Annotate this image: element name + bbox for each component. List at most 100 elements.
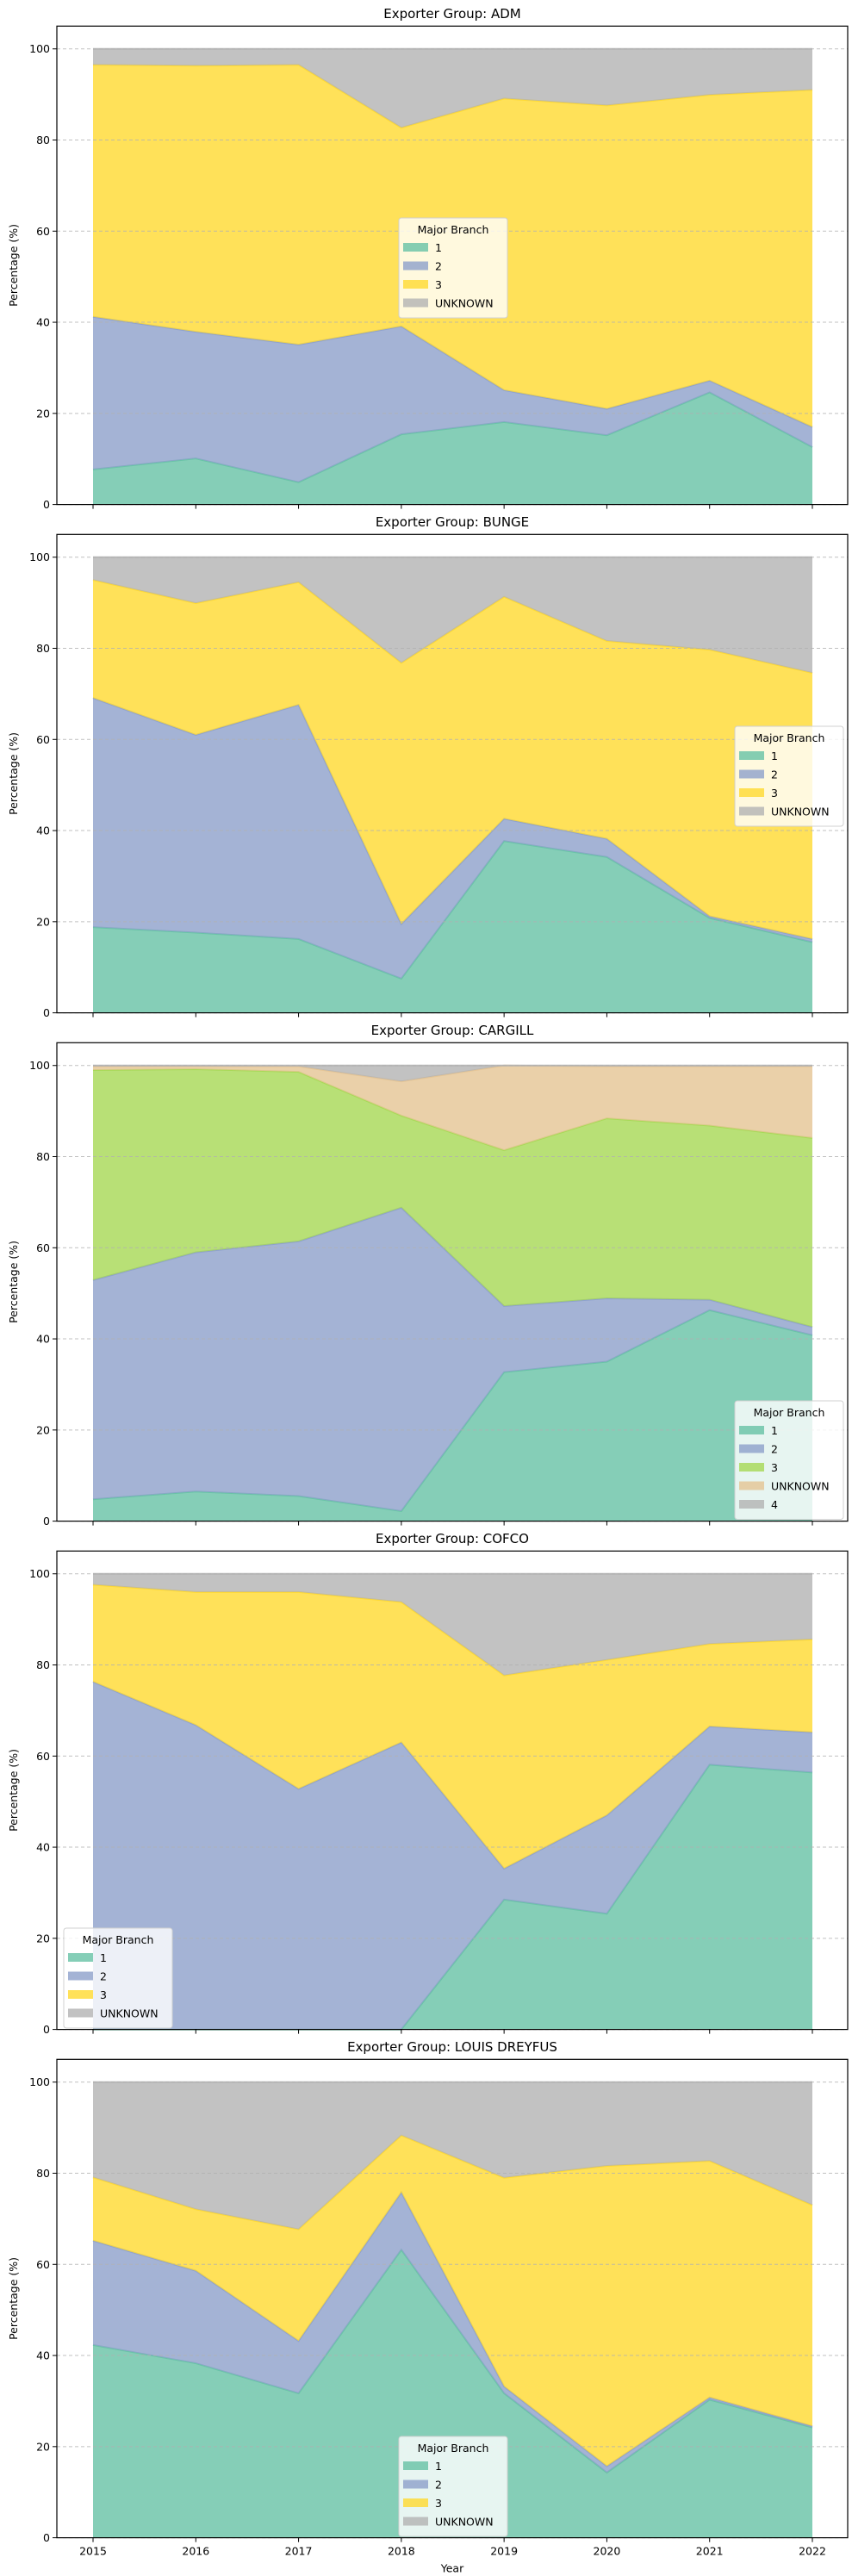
axes-frame [56,2058,849,2539]
legend-label: 2 [771,768,778,781]
y-tick-label: 40 [36,824,50,837]
subplot-adm: Exporter Group: ADM 0 20 40 60 80 100 Percentag… [7,6,849,511]
legend-label: 1 [435,2460,442,2473]
area-series-3 [93,580,812,939]
legend-label: 2 [100,1970,107,1983]
area-series-unknown [93,48,812,128]
x-tick-label: 2020 [594,2545,621,2558]
legend: Major Branch 1 2 3 UNKNOWN [398,217,508,319]
axes-frame [56,1550,849,2031]
area-series-1 [93,2249,812,2538]
x-tick-label: 2019 [490,2545,518,2558]
x-tick-label: 2022 [799,2545,826,2558]
y-tick-label: 100 [29,1567,50,1580]
legend-swatch-2 [739,1444,764,1453]
subplot-bunge: Exporter Group: BUNGE 0 20 40 60 80 100 Percent… [7,514,849,1019]
legend-swatch-unknown [739,806,764,816]
subplot-title: Exporter Group: ADM [383,6,521,22]
axes-frame [56,1042,849,1522]
y-axis-label: Percentage (%) [7,732,20,815]
legend-title: Major Branch [418,223,489,236]
x-tick-label: 2016 [182,2545,209,2558]
area-series-unknown [93,1065,812,1151]
legend-label: UNKNOWN [771,1480,830,1493]
area-series-3 [93,1584,812,1869]
area-series-unknown [93,1573,812,1676]
legend-swatch-unknown [403,2517,428,2526]
legend-swatch-3 [403,280,428,289]
y-tick-label: 0 [43,498,50,511]
legend-swatch-3 [739,1463,764,1472]
area-series-2 [93,1207,812,1511]
legend-label: UNKNOWN [435,2516,494,2529]
x-tick-label: 2017 [285,2545,313,2558]
legend-label: UNKNOWN [100,2007,159,2020]
y-tick-label: 40 [36,1841,50,1854]
area-series-unknown [93,557,812,674]
legend-swatch-unknown [403,298,428,308]
legend-label: 3 [435,278,442,291]
subplot-title: Exporter Group: CARGILL [371,1023,534,1038]
legend-label: UNKNOWN [771,806,830,818]
y-tick-label: 20 [36,1423,50,1436]
axes-frame [56,25,849,506]
legend-label: 4 [771,1498,778,1511]
y-tick-label: 20 [36,407,50,420]
y-axis-label: Percentage (%) [7,224,20,307]
legend-title: Major Branch [754,1406,825,1419]
y-tick-label: 40 [36,316,50,329]
y-axis-label: Percentage (%) [7,2257,20,2340]
y-tick-label: 80 [36,134,50,146]
legend-swatch-2 [739,769,764,779]
legend-swatch-1 [739,751,764,760]
legend-label: 2 [771,1443,778,1456]
y-axis-label: Percentage (%) [7,1749,20,1832]
y-tick-label: 40 [36,2349,50,2362]
y-tick-label: 0 [43,2023,50,2036]
legend-label: 1 [435,241,442,254]
legend-label: 3 [100,1988,107,2001]
y-tick-label: 0 [43,1006,50,1019]
y-tick-label: 80 [36,2167,50,2180]
y-tick-label: 20 [36,2440,50,2453]
area-series-1 [93,1310,812,1521]
y-tick-label: 100 [29,1059,50,1072]
y-tick-label: 0 [43,1515,50,1528]
y-tick-label: 80 [36,1150,50,1163]
legend-label: 3 [771,787,778,800]
legend: Major Branch 1 2 3 UNKNOWN [398,2436,508,2537]
subplot-title: Exporter Group: COFCO [376,1531,529,1546]
y-tick-label: 60 [36,1241,50,1254]
x-tick-label: 2021 [696,2545,724,2558]
legend: Major Branch 1 2 3 UNKNOWN [63,1927,173,2029]
legend-swatch-3 [403,2498,428,2507]
area-series-4 [93,1065,812,1082]
y-tick-label: 60 [36,733,50,746]
legend-swatch-4 [739,1500,764,1509]
legend-label: 1 [100,1951,107,1964]
subplot-title: Exporter Group: BUNGE [376,514,529,530]
legend-title: Major Branch [83,1933,154,1946]
area-series-1 [93,841,812,1013]
area-series-2 [93,316,812,482]
y-tick-label: 40 [36,1333,50,1346]
y-tick-label: 60 [36,225,50,238]
legend-label: 1 [771,750,778,762]
y-tick-label: 60 [36,1750,50,1763]
legend-label: 2 [435,2479,442,2492]
area-series-2 [93,698,812,979]
subplot-cargill: Exporter Group: CARGILL 0 20 40 60 80 100 Perce… [7,1023,849,1528]
legend-label: 3 [435,2497,442,2510]
legend-title: Major Branch [418,2442,489,2455]
legend-label: 3 [771,1461,778,1474]
y-tick-label: 100 [29,42,50,55]
y-tick-label: 100 [29,551,50,563]
legend-swatch-unknown [739,1481,764,1490]
y-tick-label: 100 [29,2075,50,2088]
x-tick-label: 2015 [79,2545,107,2558]
subplot-title: Exporter Group: LOUIS DREYFUS [347,2039,557,2055]
subplot-louis-dreyfus: Exporter Group: LOUIS DREYFUS 0 20 40 60 80 10… [7,2039,849,2575]
axes-frame [56,533,849,1014]
y-tick-label: 80 [36,642,50,655]
